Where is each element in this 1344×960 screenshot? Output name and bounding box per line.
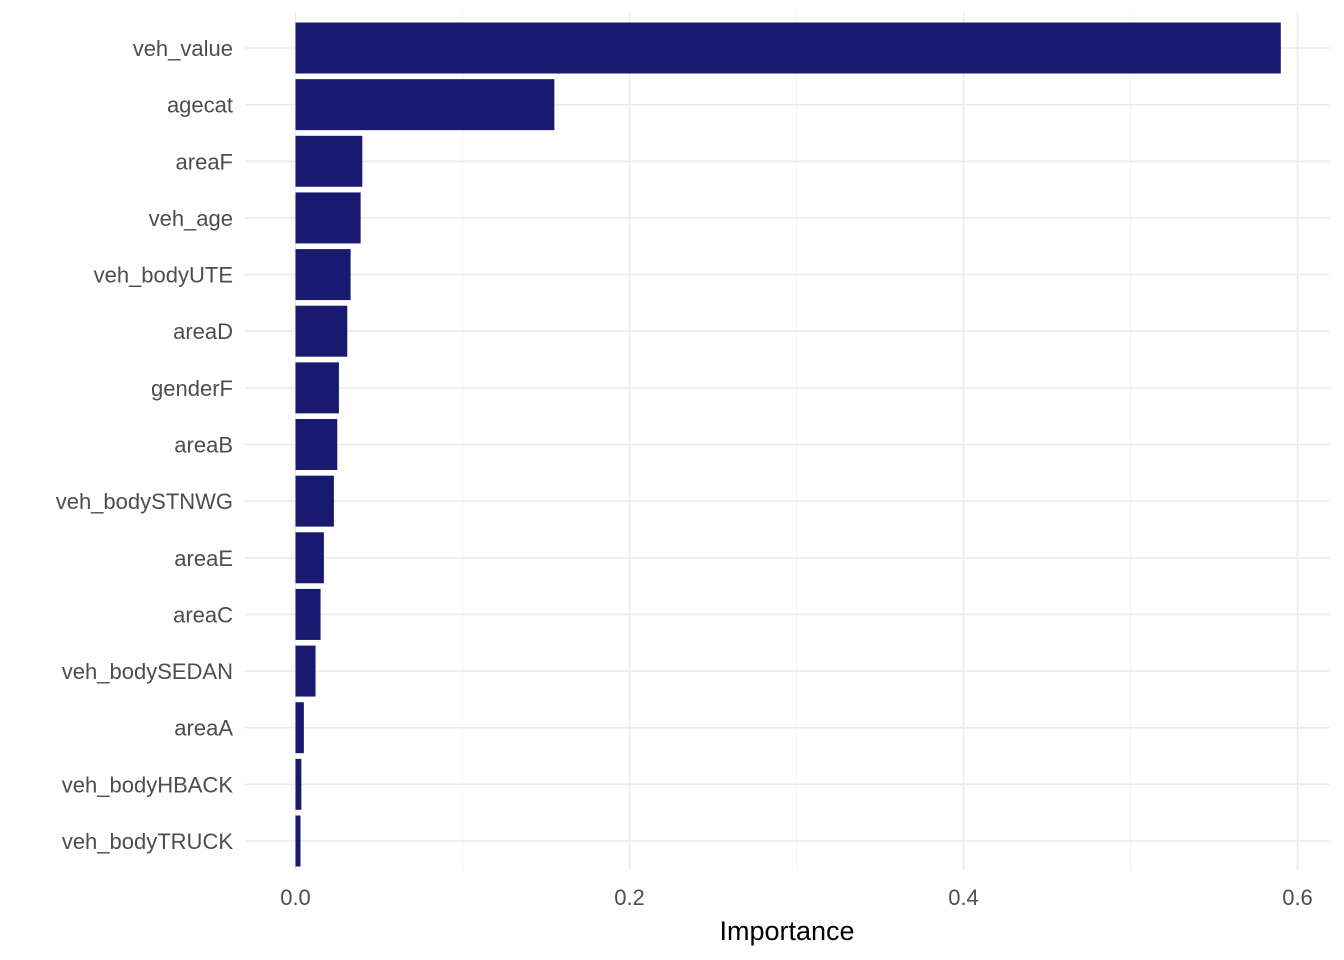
- y-tick-label: areaA: [174, 716, 233, 741]
- bar-veh_bodyHBACK: [295, 758, 302, 810]
- major-gridlines: [245, 12, 1330, 870]
- bar-veh_bodySEDAN: [295, 645, 316, 697]
- x-tick-label: 0.0: [280, 885, 311, 910]
- bar-areaB: [295, 419, 338, 470]
- bar-areaC: [295, 588, 321, 640]
- x-tick-label: 0.4: [948, 885, 979, 910]
- bar-veh_bodySTNWG: [295, 475, 334, 527]
- bar-areaF: [295, 135, 363, 187]
- y-tick-label: areaF: [176, 149, 233, 174]
- bar-veh_age: [295, 192, 361, 244]
- minor-gridlines: [462, 12, 1131, 870]
- bar-areaE: [295, 532, 324, 584]
- bar-genderF: [295, 362, 339, 414]
- y-tick-label: genderF: [151, 376, 233, 401]
- y-tick-label: areaC: [173, 602, 233, 627]
- bar-veh_bodyUTE: [295, 249, 351, 301]
- y-tick-label: veh_bodyHBACK: [62, 772, 234, 797]
- bar-agecat: [295, 79, 555, 131]
- y-tick-label: agecat: [167, 93, 233, 118]
- bar-veh_value: [295, 22, 1281, 74]
- x-axis-title: Importance: [719, 916, 854, 946]
- y-tick-label: veh_value: [133, 36, 233, 61]
- bar-areaD: [295, 305, 348, 357]
- bar-veh_bodyTRUCK: [295, 815, 301, 867]
- y-tick-label: veh_bodyTRUCK: [62, 829, 234, 854]
- y-tick-label: veh_age: [149, 206, 233, 231]
- x-axis-tick-labels: 0.0 0.2 0.4 0.6: [280, 885, 1313, 910]
- bar-areaA: [295, 702, 304, 754]
- y-tick-label: areaE: [174, 546, 233, 571]
- x-tick-label: 0.2: [614, 885, 645, 910]
- y-tick-label: veh_bodyUTE: [94, 263, 233, 288]
- bars: [295, 22, 1281, 867]
- y-tick-label: areaD: [173, 319, 233, 344]
- x-tick-label: 0.6: [1282, 885, 1313, 910]
- y-tick-label: veh_bodySTNWG: [56, 489, 233, 514]
- y-tick-label: areaB: [174, 433, 233, 458]
- y-tick-label: veh_bodySEDAN: [62, 659, 233, 684]
